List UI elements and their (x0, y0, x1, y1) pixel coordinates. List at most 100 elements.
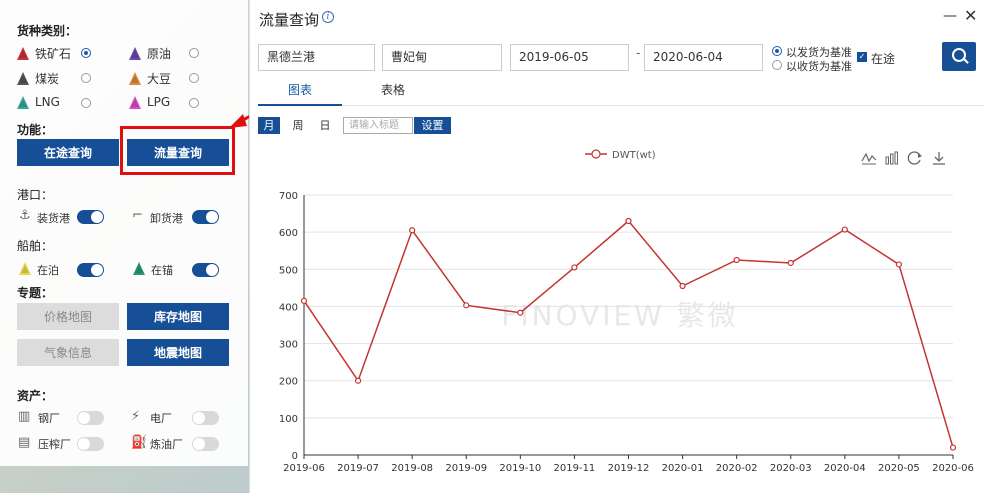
x-tick-label: 2019-07 (337, 463, 379, 474)
unload-port-label: 卸货港 (150, 212, 183, 225)
cargo-item-iron-ore[interactable]: 铁矿石 (17, 45, 71, 62)
download-icon[interactable] (931, 151, 947, 165)
x-tick-label: 2019-09 (445, 463, 487, 474)
cargo-label: 煤炭 (35, 72, 60, 86)
asset-section-title: 资产： (17, 389, 54, 403)
data-point (949, 444, 957, 451)
cargo-section-title: 货种类别： (17, 24, 78, 38)
chart-title-input[interactable]: 请输入标题 (343, 117, 413, 134)
data-point (409, 227, 416, 234)
y-tick-label: 100 (279, 414, 298, 425)
in-transit-checkbox[interactable]: ✓ (857, 52, 867, 62)
y-tick-label: 500 (279, 265, 298, 276)
basis-arrival-radio[interactable] (772, 60, 782, 70)
anchored-label: 在锚 (151, 264, 173, 277)
basis-departure-radio[interactable] (772, 46, 782, 56)
data-point (625, 217, 632, 225)
berthed-triangle-icon (19, 262, 31, 275)
steel-mill-label: 钢厂 (38, 412, 60, 425)
soybean-radio[interactable] (189, 73, 199, 83)
unload-port-toggle[interactable] (192, 210, 219, 224)
cargo-item-lpg[interactable]: LPG (129, 95, 170, 109)
data-point (300, 297, 308, 304)
cargo-label: 铁矿石 (35, 47, 72, 61)
x-tick-label: 2020-06 (932, 463, 974, 474)
x-tick-label: 2020-04 (824, 463, 866, 474)
flow-query-dialog: 流量查询 i — ✕ 黑德兰港 曹妃甸 2019-06-05 - 2020-06… (249, 0, 992, 493)
crude-oil-triangle-icon (129, 47, 141, 60)
cargo-item-lng[interactable]: LNG (17, 95, 60, 109)
berthed-toggle[interactable] (77, 263, 104, 277)
lpg-triangle-icon (129, 95, 141, 109)
cargo-item-crude-oil[interactable]: 原油 (129, 45, 171, 62)
lpg-radio[interactable] (189, 98, 199, 108)
lng-triangle-icon (17, 95, 29, 109)
data-point (679, 282, 686, 290)
series-line (303, 219, 954, 448)
info-icon[interactable]: i (322, 11, 334, 23)
x-tick-label: 2019-06 (283, 463, 325, 474)
basis-arrival-label: 以收货为基准 (786, 60, 852, 73)
x-tick-label: 2019-11 (554, 463, 596, 474)
crude-oil-radio[interactable] (189, 48, 199, 58)
lng-radio[interactable] (81, 98, 91, 108)
unload-port-icon: ⌐ (132, 208, 143, 223)
anchored-toggle[interactable] (192, 263, 219, 277)
tab-table[interactable]: 表格 (381, 83, 406, 97)
flow-query-button[interactable]: 流量查询 (127, 139, 229, 166)
function-section-title: 功能： (17, 123, 54, 137)
flow-line-chart: FINOVIEW 繁微 0 100 200 300 400 500 600 700 2019-06… (279, 149, 974, 474)
y-tick-label: 200 (279, 377, 298, 388)
inventory-map-button[interactable]: 库存地图 (127, 303, 229, 330)
date-separator: - (636, 46, 641, 60)
line-chart-icon[interactable] (861, 151, 877, 165)
data-point (733, 256, 740, 264)
end-date-input[interactable]: 2020-06-04 (644, 44, 763, 71)
setting-button[interactable]: 设置 (414, 117, 451, 134)
cargo-label: 大豆 (147, 72, 172, 86)
berthed-label: 在泊 (37, 264, 59, 277)
steel-mill-toggle[interactable] (77, 411, 104, 425)
cargo-label: LPG (147, 95, 171, 109)
refresh-icon[interactable] (907, 151, 923, 165)
cargo-item-coal[interactable]: 煤炭 (17, 70, 59, 87)
load-port-toggle[interactable] (77, 210, 104, 224)
earthquake-map-button[interactable]: 地震地图 (127, 339, 229, 366)
iron-ore-radio[interactable] (81, 48, 91, 58)
coal-radio[interactable] (81, 73, 91, 83)
x-tick-label: 2019-08 (391, 463, 433, 474)
refinery-label: 炼油厂 (150, 438, 183, 451)
tab-active-indicator (258, 104, 342, 106)
period-week-button[interactable]: 周 (292, 119, 304, 132)
period-month-button[interactable]: 月 (258, 117, 280, 134)
watermark-text: FINOVIEW 繁微 (501, 299, 739, 332)
iron-ore-triangle-icon (17, 47, 29, 60)
cargo-label: 原油 (147, 47, 172, 61)
power-plant-icon: ⚡ (131, 409, 141, 424)
search-button[interactable] (942, 42, 976, 71)
minimize-icon[interactable]: — (943, 8, 957, 24)
start-date-input[interactable]: 2019-06-05 (510, 44, 629, 71)
bar-chart-icon[interactable] (884, 151, 900, 165)
refinery-toggle[interactable] (192, 437, 219, 451)
transit-query-button[interactable]: 在途查询 (17, 139, 119, 166)
legend-marker (591, 149, 601, 159)
x-tick-label: 2020-05 (878, 463, 920, 474)
close-icon[interactable]: ✕ (964, 6, 978, 25)
price-map-button[interactable]: 价格地图 (17, 303, 119, 330)
period-day-button[interactable]: 日 (319, 119, 331, 132)
crushing-plant-toggle[interactable] (77, 437, 104, 451)
weather-info-button[interactable]: 气象信息 (17, 339, 119, 366)
legend-label: DWT(wt) (612, 150, 656, 161)
x-tick-label: 2019-12 (608, 463, 650, 474)
power-plant-toggle[interactable] (192, 411, 219, 425)
to-port-input[interactable]: 曹妃甸 (382, 44, 502, 71)
y-tick-label: 300 (279, 340, 298, 351)
cargo-item-soybean[interactable]: 大豆 (129, 70, 171, 87)
flow-query-highlight-box (120, 126, 235, 175)
in-transit-label: 在途 (871, 52, 896, 66)
from-port-input[interactable]: 黑德兰港 (258, 44, 375, 71)
cargo-label: LNG (35, 95, 60, 109)
dialog-title: 流量查询 (259, 11, 320, 29)
tab-chart[interactable]: 图表 (288, 83, 313, 97)
